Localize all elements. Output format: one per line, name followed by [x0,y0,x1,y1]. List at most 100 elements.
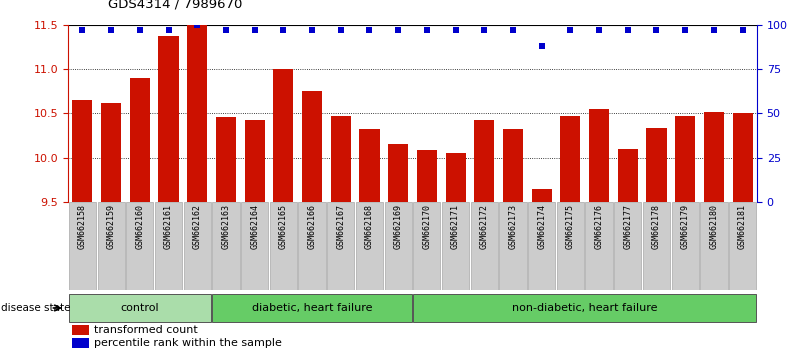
Point [392,27,405,33]
Bar [700,202,727,290]
Text: GSM662170: GSM662170 [422,205,432,250]
Bar [241,202,268,290]
Bar [127,202,154,290]
Point [421,27,433,33]
Point [134,27,147,33]
Bar [98,202,125,290]
Bar [643,202,670,290]
Text: GSM662174: GSM662174 [537,205,546,250]
Bar [589,109,609,202]
Bar [216,117,236,202]
Bar [71,325,89,335]
Bar [729,202,756,290]
Point [564,27,577,33]
Bar [212,202,239,290]
Text: disease state: disease state [1,303,70,313]
Bar [360,129,380,202]
Bar [471,202,498,290]
Bar [356,202,383,290]
Point [535,43,548,49]
Point [678,27,691,33]
Bar [71,338,89,348]
Text: GSM662169: GSM662169 [393,205,403,250]
Point [622,27,634,33]
Text: control: control [120,303,159,313]
Point [277,27,290,33]
Bar [614,202,642,290]
Point [191,22,203,28]
Bar [101,103,121,202]
Text: GSM662171: GSM662171 [451,205,460,250]
Bar [69,294,211,322]
Text: GSM662165: GSM662165 [279,205,288,250]
Text: GSM662180: GSM662180 [710,205,718,250]
Bar [528,202,555,290]
Text: GSM662163: GSM662163 [221,205,231,250]
Bar [499,202,526,290]
Text: GSM662178: GSM662178 [652,205,661,250]
Bar [417,150,437,202]
Point [334,27,347,33]
Point [76,27,89,33]
Point [650,27,663,33]
Text: GSM662168: GSM662168 [365,205,374,250]
Point [248,27,261,33]
Bar [646,128,666,202]
Point [105,27,118,33]
Bar [704,112,724,202]
Bar [299,202,326,290]
Point [707,27,720,33]
Text: GDS4314 / 7989670: GDS4314 / 7989670 [108,0,243,11]
Bar [302,91,322,202]
Bar [69,202,96,290]
Bar [273,69,293,202]
Text: GSM662173: GSM662173 [509,205,517,250]
Text: GSM662166: GSM662166 [308,205,316,250]
Point [736,27,749,33]
Bar [618,149,638,202]
Bar [671,202,698,290]
Text: non-diabetic, heart failure: non-diabetic, heart failure [512,303,658,313]
Text: GSM662175: GSM662175 [566,205,575,250]
Text: GSM662176: GSM662176 [594,205,604,250]
Text: GSM662177: GSM662177 [623,205,632,250]
Bar [331,116,351,202]
Text: GSM662161: GSM662161 [164,205,173,250]
Text: GSM662158: GSM662158 [78,205,87,250]
Bar [413,202,441,290]
Bar [244,120,264,202]
Text: GSM662181: GSM662181 [738,205,747,250]
Bar [675,116,695,202]
Bar [183,202,211,290]
Point [478,27,491,33]
Bar [413,294,756,322]
Bar [155,202,182,290]
Text: GSM662167: GSM662167 [336,205,345,250]
Text: diabetic, heart failure: diabetic, heart failure [252,303,372,313]
Text: transformed count: transformed count [95,325,198,335]
Point [363,27,376,33]
Point [219,27,232,33]
Point [449,27,462,33]
Bar [586,202,613,290]
Text: GSM662164: GSM662164 [250,205,260,250]
Bar [327,202,354,290]
Point [506,27,519,33]
Bar [384,202,412,290]
Bar [442,202,469,290]
Bar [445,153,465,202]
Text: GSM662160: GSM662160 [135,205,144,250]
Bar [388,144,409,202]
Bar [72,100,92,202]
Text: GSM662159: GSM662159 [107,205,115,250]
Point [162,27,175,33]
Text: GSM662179: GSM662179 [681,205,690,250]
Text: GSM662172: GSM662172 [480,205,489,250]
Bar [187,25,207,202]
Bar [532,188,552,202]
Bar [557,202,584,290]
Bar [561,116,581,202]
Bar [733,113,753,202]
Bar [159,36,179,202]
Bar [130,78,150,202]
